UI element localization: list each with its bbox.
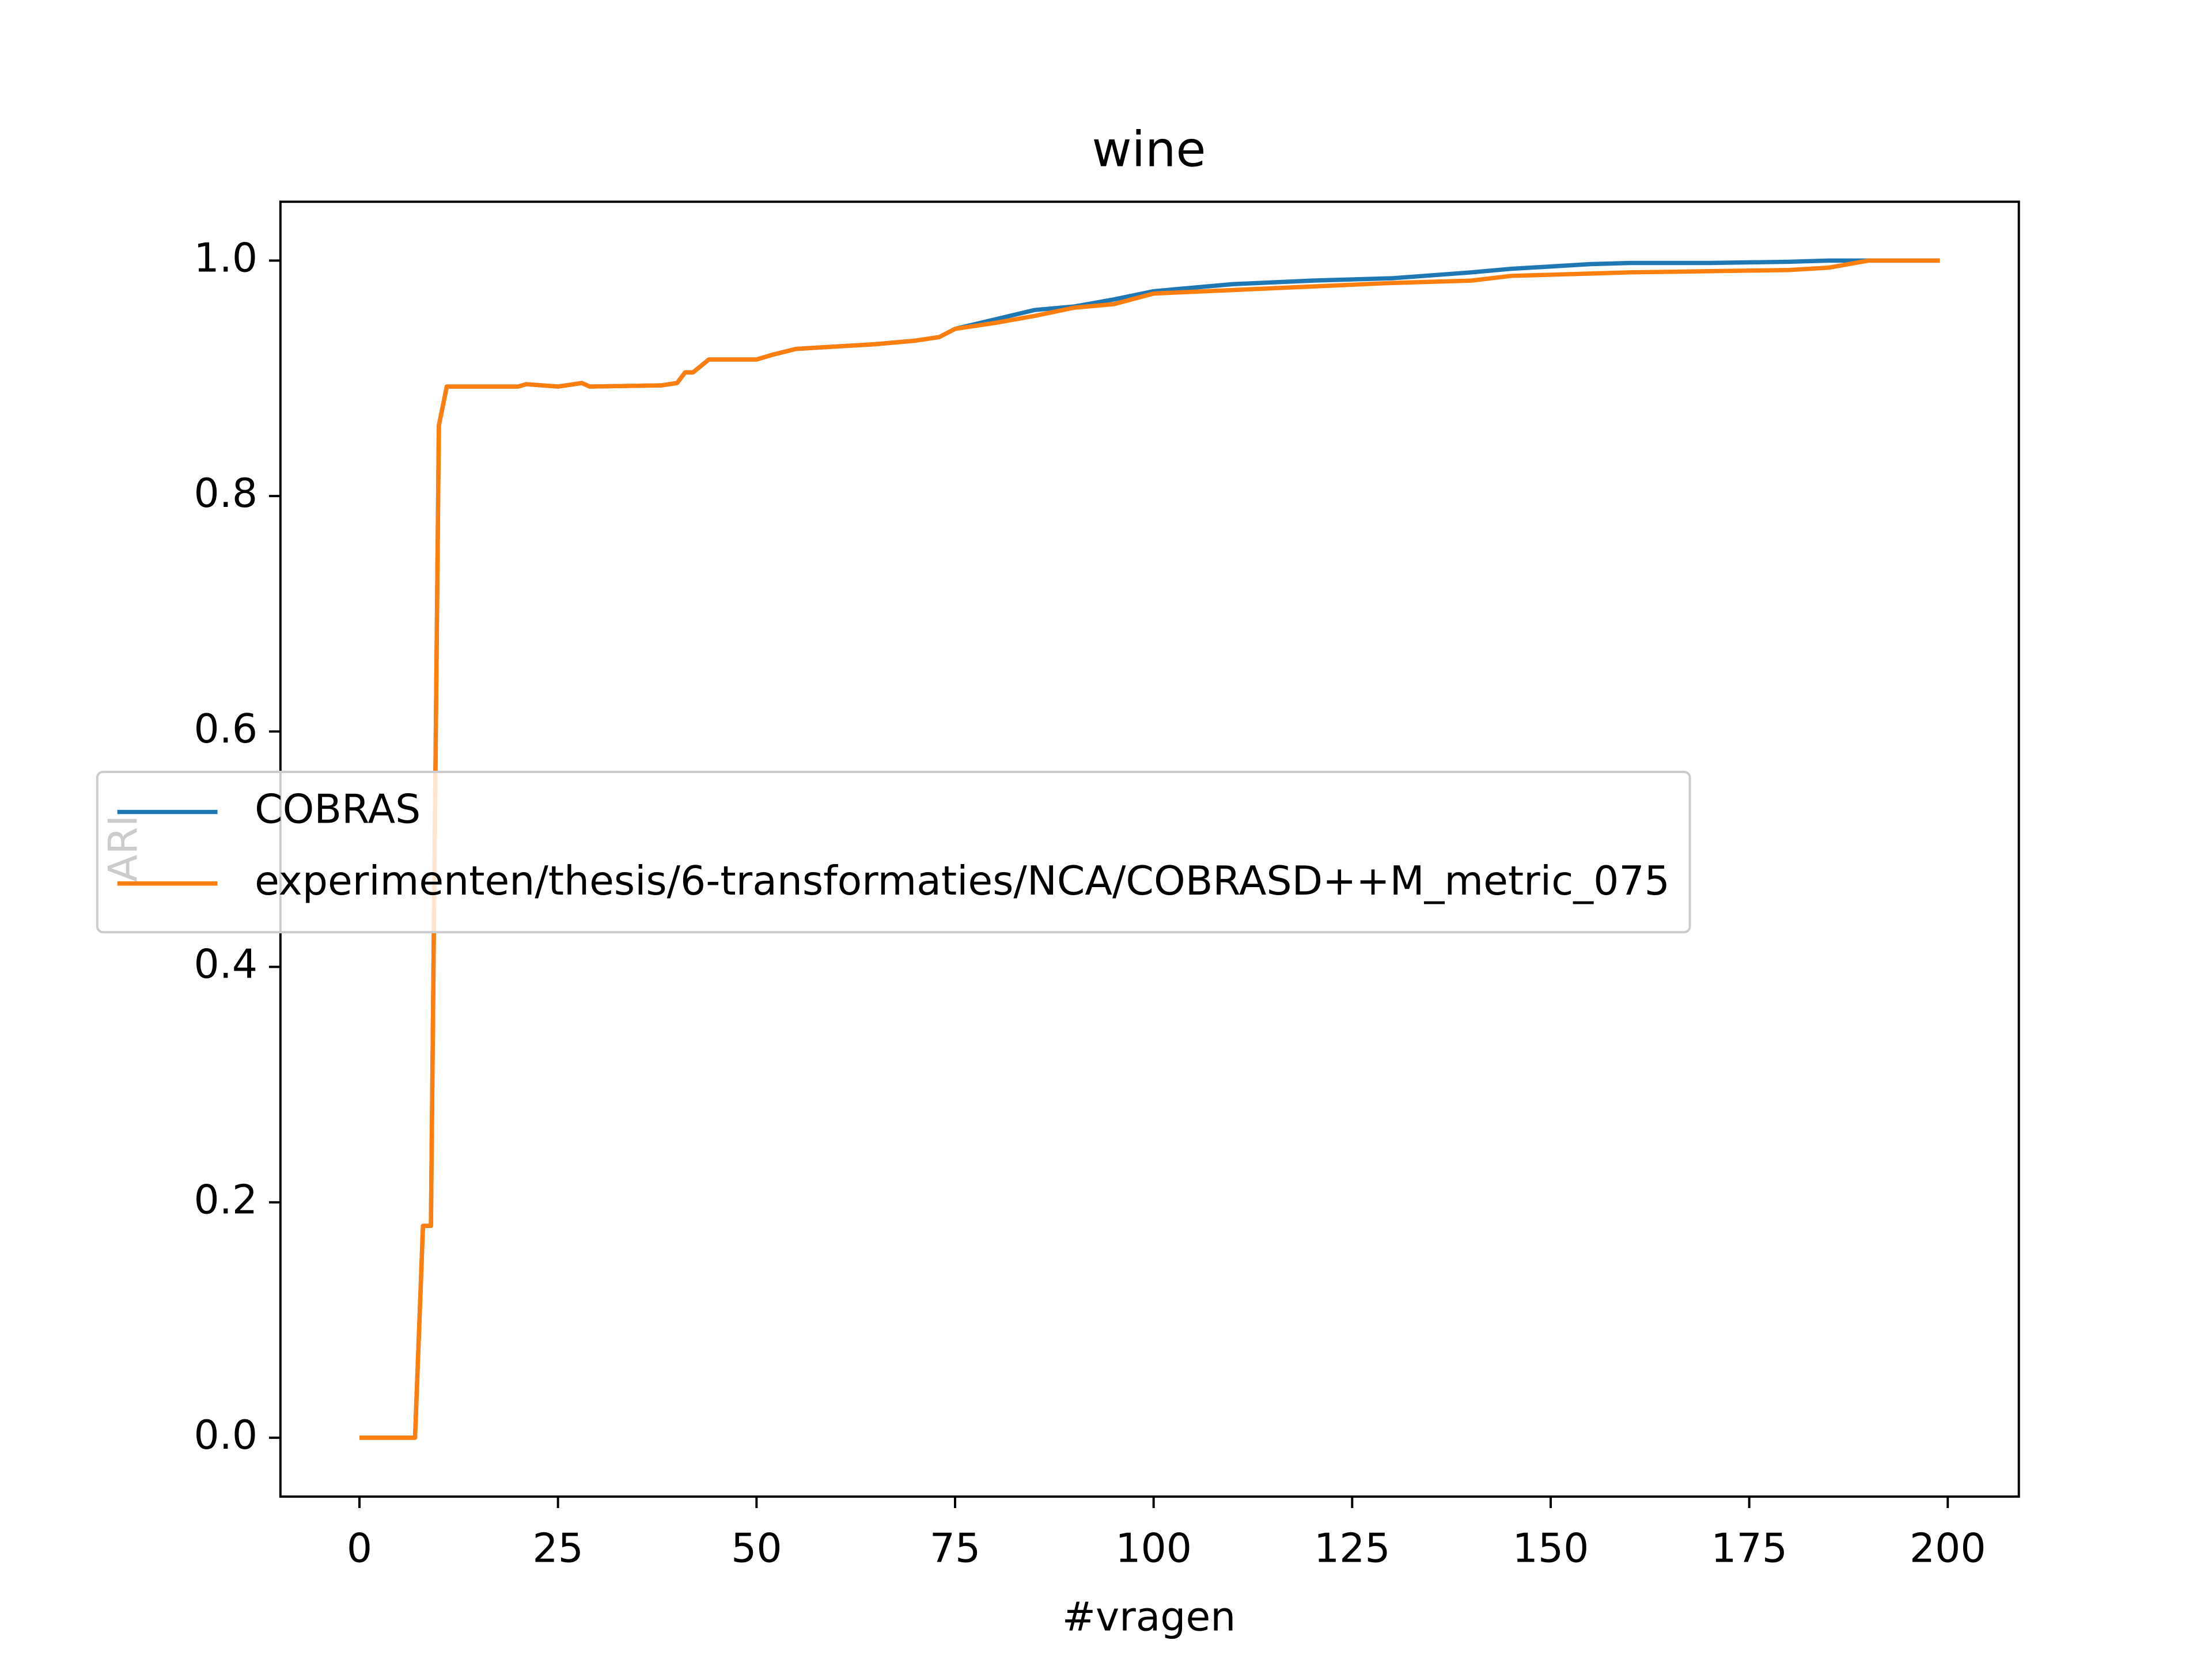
x-tick-label: 200: [1910, 1525, 1986, 1572]
series-line: [359, 258, 1940, 1440]
legend-box: [96, 771, 1691, 934]
x-tick-label: 50: [731, 1525, 782, 1572]
legend-label: COBRAS: [255, 786, 421, 833]
x-axis-label: #vragen: [1062, 1594, 1236, 1641]
x-tick-label: 125: [1314, 1525, 1391, 1572]
x-tick-label: 175: [1711, 1525, 1787, 1572]
y-tick-label: 0.0: [194, 1412, 258, 1459]
y-tick-label: 0.6: [194, 706, 258, 752]
x-tick-label: 150: [1513, 1525, 1589, 1572]
y-tick-label: 0.2: [194, 1176, 258, 1223]
x-tick-label: 75: [930, 1525, 980, 1572]
y-tick-label: 0.4: [194, 941, 258, 988]
x-tick-label: 100: [1115, 1525, 1192, 1572]
y-tick-label: 1.0: [194, 234, 258, 281]
legend-label: experimenten/thesis/6-transformaties/NCA…: [255, 858, 1670, 904]
chart-title: wine: [1092, 122, 1206, 178]
y-tick-label: 0.8: [194, 470, 258, 517]
x-tick-label: 0: [347, 1525, 372, 1572]
x-tick-label: 25: [532, 1525, 583, 1572]
